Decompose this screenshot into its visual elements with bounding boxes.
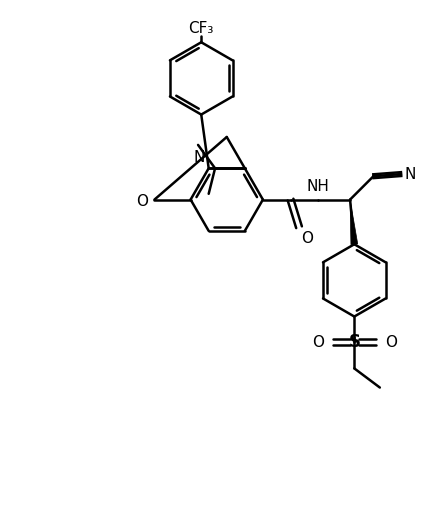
Text: N: N: [194, 150, 205, 165]
Text: N: N: [404, 167, 416, 181]
Text: S: S: [348, 333, 360, 351]
Polygon shape: [350, 199, 358, 245]
Text: CF₃: CF₃: [189, 21, 214, 36]
Text: O: O: [301, 231, 313, 247]
Text: NH: NH: [307, 179, 330, 194]
Text: O: O: [385, 335, 397, 350]
Text: O: O: [136, 194, 148, 209]
Text: O: O: [312, 335, 324, 350]
